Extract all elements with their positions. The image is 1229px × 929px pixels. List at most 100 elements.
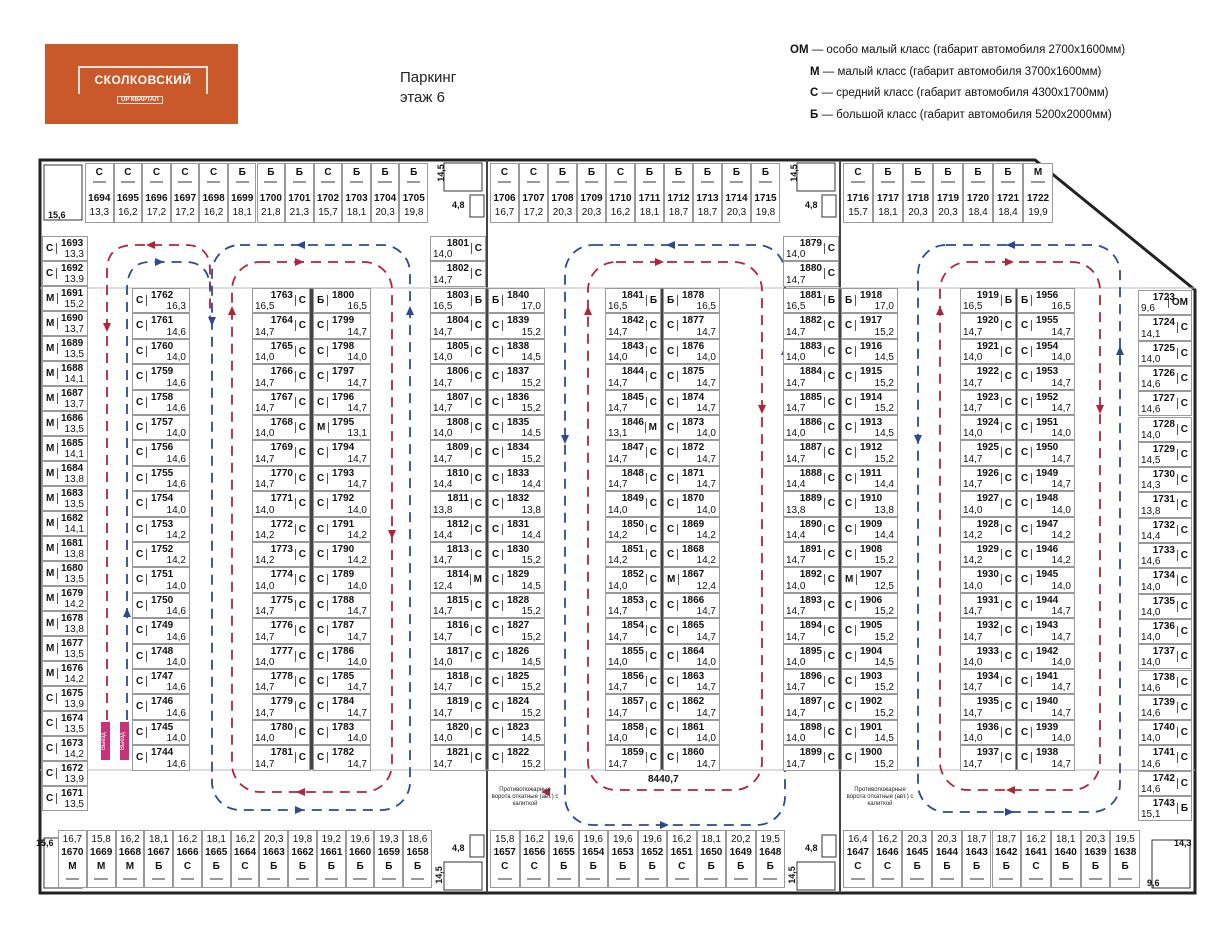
parking-spot[interactable]: С 1811 13,8 (430, 491, 486, 517)
parking-spot[interactable]: С 1826 14,5 (488, 643, 545, 669)
parking-spot[interactable]: Б 1709 20,3 (577, 163, 606, 223)
parking-spot[interactable]: С 1828 15,2 (488, 592, 545, 619)
parking-spot[interactable]: С 1894 14,7 (783, 618, 839, 644)
parking-spot[interactable]: С 1812 14,4 (430, 516, 486, 542)
parking-spot[interactable]: С 1758 14,6 (132, 389, 190, 415)
parking-spot[interactable]: С 1748 14,0 (132, 643, 190, 669)
parking-spot[interactable]: С 1857 14,7 (605, 694, 661, 720)
parking-spot[interactable]: С 1760 14,0 (132, 338, 190, 365)
parking-spot[interactable]: С 1947 14,2 (1017, 516, 1075, 542)
parking-spot[interactable]: С 1954 14,0 (1017, 338, 1075, 365)
parking-spot[interactable]: ОМ 1723 9,6 (1138, 290, 1192, 316)
parking-spot[interactable]: С 1788 14,7 (313, 592, 371, 619)
parking-spot[interactable]: С 1825 15,2 (488, 669, 545, 695)
parking-spot[interactable]: С 1953 14,7 (1017, 364, 1075, 390)
parking-spot[interactable]: С 1780 14,0 (252, 719, 310, 746)
parking-spot[interactable]: С 1858 14,0 (605, 719, 661, 746)
parking-spot[interactable]: С 1836 15,2 (488, 389, 545, 415)
parking-spot[interactable]: М 1669 15,8 (86, 830, 116, 888)
parking-spot[interactable]: С 1790 14,2 (313, 542, 371, 568)
parking-spot[interactable]: С 1818 14,7 (430, 669, 486, 695)
parking-spot[interactable]: С 1893 14,7 (783, 592, 839, 619)
parking-spot[interactable]: Б 1919 16,5 (960, 288, 1016, 314)
parking-spot[interactable]: С 1897 14,7 (783, 694, 839, 720)
parking-spot[interactable]: С 1753 14,2 (132, 516, 190, 542)
parking-spot[interactable]: С 1696 17,2 (142, 163, 171, 223)
parking-spot[interactable]: С 1759 14,6 (132, 364, 190, 390)
parking-spot[interactable]: М 1680 13,5 (42, 561, 88, 586)
parking-spot[interactable]: М 1678 13,8 (42, 611, 88, 636)
parking-spot[interactable]: С 1895 14,0 (783, 643, 839, 669)
parking-spot[interactable]: С 1728 14,0 (1138, 416, 1192, 442)
parking-spot[interactable]: Б 1701 21,3 (285, 163, 314, 223)
parking-spot[interactable]: Б 1648 19,5 (755, 830, 785, 888)
parking-spot[interactable]: С 1666 16,2 (173, 830, 202, 888)
parking-spot[interactable]: С 1823 14,5 (488, 719, 545, 746)
parking-spot[interactable]: С 1783 14,0 (313, 719, 371, 746)
parking-spot[interactable]: С 1920 14,7 (960, 313, 1016, 339)
parking-spot[interactable]: С 1935 14,7 (960, 694, 1016, 720)
parking-spot[interactable]: С 1937 14,7 (960, 745, 1016, 771)
parking-spot[interactable]: С 1815 14,7 (430, 592, 486, 619)
parking-spot[interactable]: М 1867 12,4 (663, 567, 720, 593)
parking-spot[interactable]: С 1651 16,2 (667, 830, 697, 888)
parking-spot[interactable]: Б 1649 20,2 (726, 830, 756, 888)
parking-spot[interactable]: М 1682 14,1 (42, 511, 88, 536)
parking-spot[interactable]: С 1871 14,7 (663, 465, 720, 492)
parking-spot[interactable]: С 1779 14,7 (252, 694, 310, 720)
parking-spot[interactable]: С 1752 14,2 (132, 542, 190, 568)
parking-spot[interactable]: С 1755 14,6 (132, 465, 190, 492)
parking-spot[interactable]: С 1806 14,7 (430, 364, 486, 390)
parking-spot[interactable]: Б 1661 19,2 (316, 830, 346, 888)
parking-spot[interactable]: С 1882 14,7 (783, 313, 839, 339)
parking-spot[interactable]: С 1888 14,4 (783, 465, 839, 492)
parking-spot[interactable]: Б 1639 20,3 (1080, 830, 1111, 888)
parking-spot[interactable]: С 1738 14,6 (1138, 669, 1192, 695)
parking-spot[interactable]: С 1855 14,0 (605, 643, 661, 669)
parking-spot[interactable]: М 1690 13,7 (42, 311, 88, 336)
parking-spot[interactable]: Б 1665 18,1 (201, 830, 231, 888)
parking-spot[interactable]: С 1875 14,7 (663, 364, 720, 390)
parking-spot[interactable]: С 1899 14,7 (783, 745, 839, 771)
parking-spot[interactable]: С 1694 13,3 (85, 163, 114, 223)
parking-spot[interactable]: С 1843 14,0 (605, 338, 661, 365)
parking-spot[interactable]: С 1951 14,0 (1017, 415, 1075, 441)
parking-spot[interactable]: С 1801 14,0 (430, 236, 486, 262)
parking-spot[interactable]: Б 1660 19,6 (345, 830, 375, 888)
parking-spot[interactable]: С 1744 14,6 (132, 745, 190, 771)
parking-spot[interactable]: С 1664 16,2 (230, 830, 260, 888)
parking-spot[interactable]: С 1698 16,2 (199, 163, 228, 223)
parking-spot[interactable]: Б 1640 18,1 (1050, 830, 1081, 888)
parking-spot[interactable]: С 1792 14,0 (313, 491, 371, 517)
parking-spot[interactable]: С 1726 14,6 (1138, 365, 1192, 392)
parking-spot[interactable]: С 1891 14,7 (783, 542, 839, 568)
parking-spot[interactable]: С 1766 14,7 (252, 364, 310, 390)
parking-spot[interactable]: С 1861 14,0 (663, 719, 720, 746)
parking-spot[interactable]: С 1838 14,5 (488, 338, 545, 365)
parking-spot[interactable]: С 1911 14,4 (841, 465, 898, 492)
parking-spot[interactable]: С 1775 14,7 (252, 592, 310, 619)
parking-spot[interactable]: С 1931 14,7 (960, 592, 1016, 619)
parking-spot[interactable]: С 1927 14,0 (960, 491, 1016, 517)
parking-spot[interactable]: С 1727 14,6 (1138, 391, 1192, 417)
parking-spot[interactable]: С 1756 14,6 (132, 440, 190, 466)
parking-spot[interactable]: С 1739 14,6 (1138, 694, 1192, 721)
parking-spot[interactable]: С 1873 14,0 (663, 415, 720, 441)
parking-spot[interactable]: С 1822 15,2 (488, 745, 545, 771)
parking-spot[interactable]: С 1901 14,5 (841, 719, 898, 746)
parking-spot[interactable]: С 1754 14,0 (132, 491, 190, 517)
parking-spot[interactable]: Б 1841 16,5 (605, 288, 661, 314)
parking-spot[interactable]: С 1731 13,8 (1138, 492, 1192, 518)
parking-spot[interactable]: С 1932 14,7 (960, 618, 1016, 644)
parking-spot[interactable]: С 1768 14,0 (252, 415, 310, 441)
parking-spot[interactable]: С 1656 16,2 (519, 830, 549, 888)
parking-spot[interactable]: С 1786 14,0 (313, 643, 371, 669)
parking-spot[interactable]: С 1896 14,7 (783, 669, 839, 695)
parking-spot[interactable]: С 1772 14,2 (252, 516, 310, 542)
parking-spot[interactable]: С 1914 15,2 (841, 389, 898, 415)
parking-spot[interactable]: С 1817 14,0 (430, 643, 486, 669)
parking-spot[interactable]: С 1747 14,6 (132, 669, 190, 695)
parking-spot[interactable]: С 1923 14,7 (960, 389, 1016, 415)
parking-spot[interactable]: С 1697 17,2 (170, 163, 200, 223)
parking-spot[interactable]: С 1737 14,0 (1138, 644, 1192, 670)
